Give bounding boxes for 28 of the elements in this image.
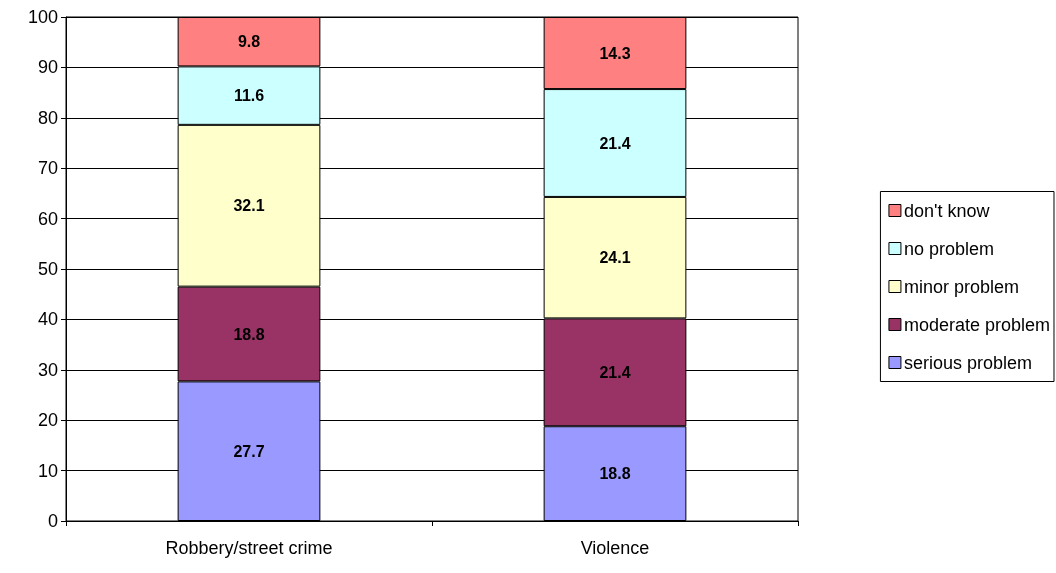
data-label: 18.8: [233, 325, 265, 343]
y-tick-label: 20: [37, 410, 58, 431]
data-label: 9.8: [237, 33, 261, 51]
y-tick-label: 90: [37, 57, 58, 78]
y-tick-label: 10: [37, 460, 58, 481]
legend-label: don't know: [903, 200, 991, 221]
y-tick-label: 60: [37, 208, 58, 229]
data-label: 11.6: [233, 87, 265, 105]
data-label: 21.4: [599, 134, 631, 152]
y-tick-label: 40: [37, 309, 58, 330]
data-label: 18.8: [599, 465, 631, 483]
y-tick-label: 0: [47, 511, 58, 531]
y-tick-label: 80: [37, 107, 58, 128]
data-label: 24.1: [599, 249, 631, 267]
legend-label: moderate problem: [903, 314, 1050, 335]
legend-label: minor problem: [903, 276, 1019, 297]
data-label: 27.7: [233, 442, 265, 460]
y-tick-label: 50: [37, 259, 58, 279]
legend-label: no problem: [903, 238, 994, 259]
y-tick-label: 70: [37, 158, 58, 179]
x-tick-label: Robbery/street crime: [165, 538, 333, 558]
data-label: 32.1: [233, 197, 265, 215]
legend-label: serious problem: [903, 352, 1032, 373]
y-tick-label: 100: [27, 7, 58, 27]
y-tick-label: 30: [37, 359, 58, 380]
data-label: 21.4: [599, 363, 631, 381]
data-label: 14.3: [599, 44, 631, 62]
x-tick-label: Violence: [580, 538, 650, 558]
